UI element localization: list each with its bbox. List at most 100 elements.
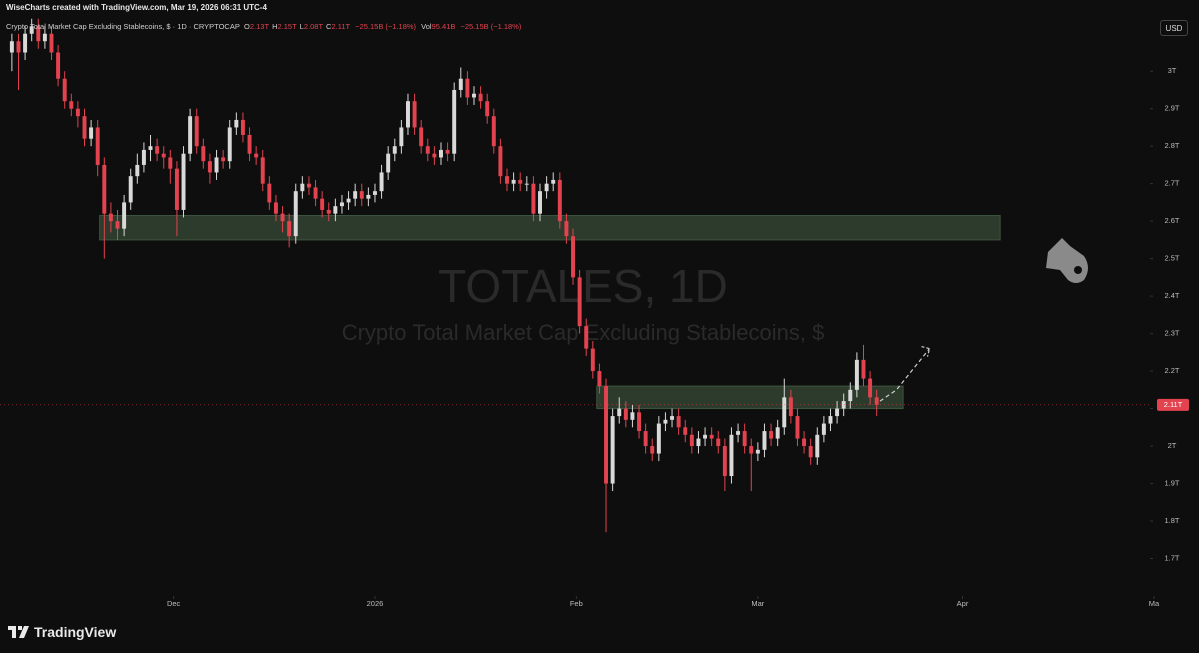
candle-body [234, 119, 239, 128]
candle-body [306, 183, 311, 188]
y-tick-label: 1.7T [1164, 554, 1179, 563]
y-tick-label: 1.9T [1164, 479, 1179, 488]
watermark: TOTALES, 1D [438, 260, 728, 312]
candle-body [788, 397, 793, 417]
candle-body [511, 179, 516, 184]
candle-body [630, 412, 635, 420]
candle-body [207, 161, 212, 173]
candle-body [656, 423, 661, 454]
candle-body [597, 371, 602, 387]
candle-body [439, 149, 443, 158]
candle-body [848, 389, 853, 402]
candle-body [637, 412, 642, 432]
candle-body [775, 427, 780, 439]
legend-value: 2.11T [331, 22, 351, 31]
candle-body [42, 33, 47, 42]
y-tick-label: 2.5T [1164, 254, 1179, 263]
candle-body [89, 127, 94, 139]
candle-body [610, 416, 615, 484]
candle-body [590, 348, 595, 372]
candle-body [62, 78, 67, 102]
candle-body [221, 157, 226, 162]
candle-body [564, 221, 569, 237]
y-tick-label: 1.8T [1164, 516, 1179, 525]
x-tick-label: Ma [1149, 599, 1160, 608]
candle-body [69, 101, 74, 109]
candle-body [551, 179, 556, 184]
candle-body [491, 116, 496, 147]
candle-body [287, 221, 292, 237]
candle-body [478, 93, 483, 102]
candle-body [498, 146, 503, 177]
legend-value: 2.15T [277, 22, 297, 31]
candle-body [247, 134, 252, 154]
candle-body [518, 179, 523, 184]
candle-body [782, 397, 787, 428]
currency-button[interactable]: USD [1160, 20, 1188, 36]
volume-change: −25.15B (−1.18%) [460, 22, 522, 31]
candle-body [736, 431, 741, 435]
last-price-box [1157, 398, 1189, 411]
y-tick-label: 3T [1168, 66, 1177, 75]
candle-body [868, 378, 873, 398]
candle-body [472, 93, 476, 98]
zone [99, 215, 1001, 241]
legend-key: C [326, 22, 332, 31]
x-tick-label: Feb [570, 599, 583, 608]
x-tick-label: 2026 [367, 599, 384, 608]
candle-body [181, 153, 186, 210]
y-tick-label: 2T [1168, 441, 1177, 450]
candle-body [366, 194, 371, 199]
candle-body [82, 116, 87, 139]
candle-body [36, 26, 41, 42]
zone [596, 385, 904, 410]
candle-body [749, 446, 754, 454]
x-tick-label: Dec [167, 599, 181, 608]
candle-body [320, 198, 325, 210]
legend-value: 2.08T [303, 22, 324, 31]
candle-body [696, 438, 701, 447]
header: WiseCharts created with TradingView.com,… [6, 3, 267, 12]
candle-body [108, 213, 113, 222]
candle-body [333, 206, 338, 214]
candle-body [300, 183, 305, 192]
candle-body [49, 33, 54, 53]
candle-body [452, 89, 457, 154]
candle-body [326, 209, 331, 214]
candle-body [23, 33, 28, 53]
legend-value: 2.13T [249, 22, 270, 31]
watermark-subtitle: Crypto Total Market Cap Excluding Stable… [342, 320, 825, 345]
candle-body [854, 359, 859, 390]
legend-key: H [272, 22, 278, 31]
candle-body [188, 116, 193, 154]
candle-body [465, 78, 470, 98]
candle-body [604, 386, 609, 484]
candle-body [273, 202, 278, 214]
candle-body [227, 127, 232, 162]
candle-body [458, 78, 463, 90]
candle-body [372, 191, 377, 195]
candle-body [56, 52, 61, 79]
candle-body [722, 446, 727, 477]
candle-body [9, 41, 14, 53]
candle-body [174, 168, 179, 210]
candle-body [194, 116, 199, 147]
x-tick-label: Apr [957, 599, 969, 608]
candle-body [538, 191, 542, 214]
candle-body [643, 431, 648, 447]
candle-body [141, 149, 146, 165]
candle-body [386, 153, 391, 173]
volume-key: Vol [421, 22, 432, 31]
candle-body [135, 164, 140, 177]
logo [8, 626, 29, 638]
candle-body [293, 191, 298, 237]
candle-body [557, 179, 562, 222]
candle-body [709, 434, 714, 439]
candle-body [650, 446, 655, 454]
candle-body [432, 153, 437, 158]
candle-body [445, 149, 450, 154]
legend-key: L [299, 22, 304, 31]
candle-body [485, 101, 490, 117]
candle-body [755, 449, 760, 454]
